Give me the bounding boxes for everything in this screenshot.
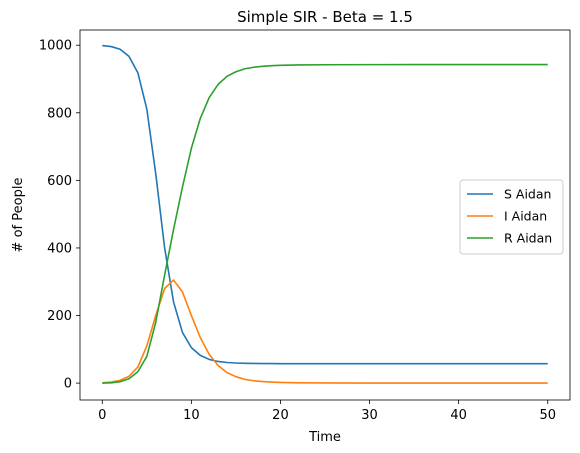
y-axis-label: # of People <box>11 178 26 253</box>
y-tick-label: 200 <box>47 309 72 324</box>
chart-title: Simple SIR - Beta = 1.5 <box>237 8 413 26</box>
y-tick-label: 1000 <box>39 39 72 54</box>
x-axis-label: Time <box>308 430 341 445</box>
legend: S Aidan I Aidan R Aidan <box>460 180 563 254</box>
x-tick-label: 50 <box>539 408 556 423</box>
y-tick-label: 0 <box>64 377 72 392</box>
y-tick-label: 600 <box>47 174 72 189</box>
legend-label: I Aidan <box>504 209 547 224</box>
legend-label: S Aidan <box>504 187 551 202</box>
y-axis-ticks: 0 200 400 600 800 1000 <box>39 39 80 392</box>
x-tick-label: 0 <box>98 408 106 423</box>
legend-label: R Aidan <box>504 231 552 246</box>
x-tick-label: 20 <box>272 408 289 423</box>
x-tick-label: 40 <box>450 408 467 423</box>
y-tick-label: 800 <box>47 106 72 121</box>
series-line-2 <box>102 280 547 383</box>
y-tick-label: 400 <box>47 241 72 256</box>
x-tick-label: 10 <box>183 408 200 423</box>
x-axis-ticks: 0 10 20 30 40 50 <box>98 400 556 423</box>
x-tick-label: 30 <box>361 408 378 423</box>
